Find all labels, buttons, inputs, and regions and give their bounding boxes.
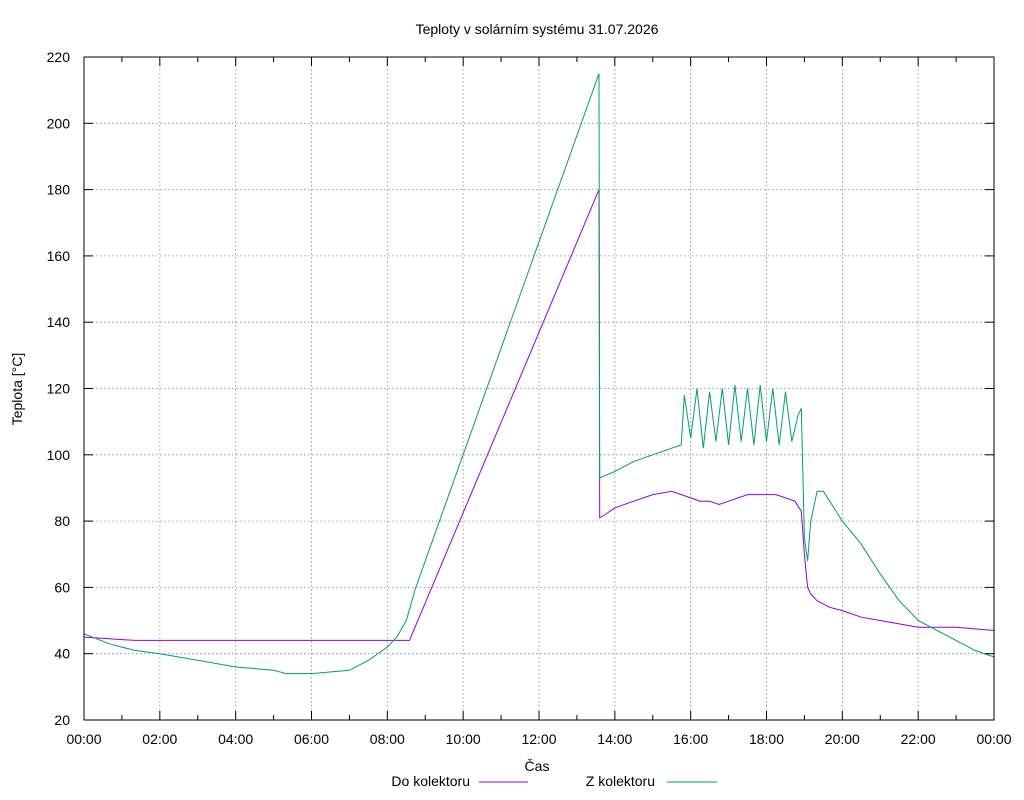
- x-tick-label: 14:00: [597, 731, 632, 747]
- y-tick-label: 140: [47, 314, 71, 330]
- series-line-do-kolektoru: [83, 189, 995, 641]
- x-tick-label: 12:00: [521, 731, 556, 747]
- plot-lines: [83, 73, 995, 675]
- x-tick-label: 10:00: [446, 731, 481, 747]
- series-line-z-kolektoru: [83, 73, 995, 675]
- y-tick-label: 200: [47, 115, 71, 131]
- y-tick-label: 40: [54, 646, 70, 662]
- x-axis-label: Čas: [525, 758, 550, 774]
- y-tick-labels: 20 40 60 80 100 120 140 160 180 200 220: [47, 49, 71, 728]
- x-tick-label: 00:00: [976, 731, 1011, 747]
- y-tick-label: 120: [47, 381, 71, 397]
- y-tick-label: 160: [47, 248, 71, 264]
- y-tick-label: 100: [47, 447, 71, 463]
- y-tick-label: 180: [47, 182, 71, 198]
- legend: Do kolektoru Z kolektoru: [391, 773, 717, 789]
- y-tick-label: 220: [47, 49, 71, 65]
- x-tick-label: 22:00: [901, 731, 936, 747]
- x-tick-label: 06:00: [294, 731, 329, 747]
- ticks: [83, 56, 995, 721]
- x-tick-labels: 00:00 02:00 04:00 06:00 08:00 10:00 12:00 14:00…: [66, 731, 1011, 747]
- x-tick-label: 16:00: [673, 731, 708, 747]
- x-tick-label: 02:00: [142, 731, 177, 747]
- y-tick-label: 20: [54, 712, 70, 728]
- legend-label-do-kolektoru: Do kolektoru: [391, 773, 470, 789]
- x-tick-label: 08:00: [370, 731, 405, 747]
- x-tick-label: 20:00: [825, 731, 860, 747]
- x-tick-label: 00:00: [66, 731, 101, 747]
- legend-label-z-kolektoru: Z kolektoru: [586, 773, 655, 789]
- x-tick-label: 18:00: [749, 731, 784, 747]
- grid: [84, 57, 994, 720]
- y-tick-label: 80: [54, 513, 70, 529]
- y-tick-label: 60: [54, 579, 70, 595]
- x-tick-label: 04:00: [218, 731, 253, 747]
- chart-title: Teploty v solárním systému 31.07.2026: [416, 21, 659, 37]
- y-axis-label: Teplota [°C]: [9, 353, 25, 426]
